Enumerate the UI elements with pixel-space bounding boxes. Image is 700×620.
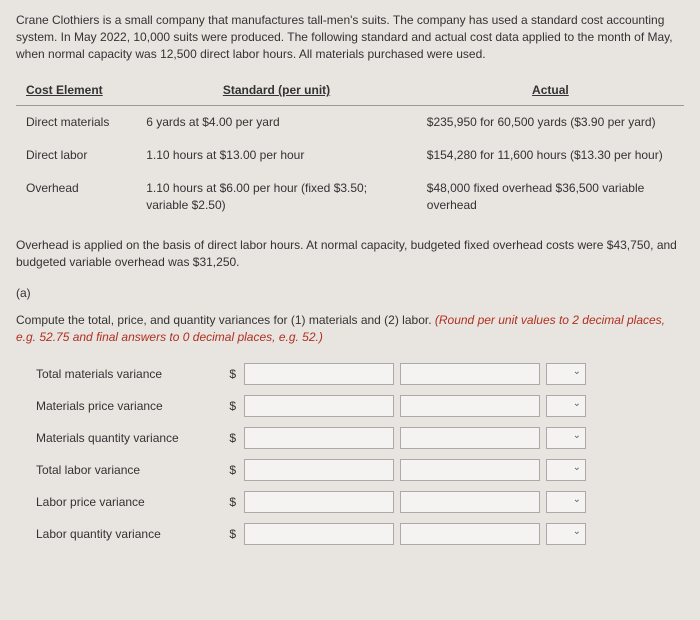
- cell-element: Overhead: [16, 172, 136, 222]
- materials-price-variance-input2[interactable]: [400, 395, 540, 417]
- variance-label: Labor price variance: [36, 494, 216, 511]
- total-materials-variance-select[interactable]: [546, 363, 586, 385]
- cell-element: Direct labor: [16, 139, 136, 172]
- table-row: Overhead 1.10 hours at $6.00 per hour (f…: [16, 172, 684, 222]
- variance-label: Total labor variance: [36, 462, 216, 479]
- materials-quantity-variance-input[interactable]: [244, 427, 394, 449]
- intro-text: Crane Clothiers is a small company that …: [16, 12, 684, 62]
- labor-quantity-variance-input2[interactable]: [400, 523, 540, 545]
- materials-price-variance-select[interactable]: [546, 395, 586, 417]
- cell-standard: 6 yards at $4.00 per yard: [136, 106, 417, 139]
- variance-label: Materials price variance: [36, 398, 216, 415]
- labor-price-variance-input[interactable]: [244, 491, 394, 513]
- cell-element: Direct materials: [16, 106, 136, 139]
- variance-label: Total materials variance: [36, 366, 216, 383]
- total-materials-variance-input2[interactable]: [400, 363, 540, 385]
- overhead-note: Overhead is applied on the basis of dire…: [16, 237, 684, 271]
- header-actual: Actual: [417, 76, 684, 105]
- variance-label: Materials quantity variance: [36, 430, 216, 447]
- total-materials-variance-input[interactable]: [244, 363, 394, 385]
- table-row: Direct labor 1.10 hours at $13.00 per ho…: [16, 139, 684, 172]
- total-labor-variance-input[interactable]: [244, 459, 394, 481]
- labor-quantity-variance-input[interactable]: [244, 523, 394, 545]
- labor-price-variance-select[interactable]: [546, 491, 586, 513]
- prompt-black: Compute the total, price, and quantity v…: [16, 313, 435, 327]
- materials-quantity-variance-select[interactable]: [546, 427, 586, 449]
- dollar-sign: $: [222, 430, 238, 447]
- cell-standard: 1.10 hours at $6.00 per hour (fixed $3.5…: [136, 172, 417, 222]
- variance-grid: Total materials variance $ Materials pri…: [16, 363, 684, 545]
- compute-prompt: Compute the total, price, and quantity v…: [16, 312, 684, 346]
- total-labor-variance-select[interactable]: [546, 459, 586, 481]
- header-cost-element: Cost Element: [16, 76, 136, 105]
- dollar-sign: $: [222, 526, 238, 543]
- cell-actual: $154,280 for 11,600 hours ($13.30 per ho…: [417, 139, 684, 172]
- cost-table: Cost Element Standard (per unit) Actual …: [16, 76, 684, 221]
- dollar-sign: $: [222, 462, 238, 479]
- total-labor-variance-input2[interactable]: [400, 459, 540, 481]
- materials-quantity-variance-input2[interactable]: [400, 427, 540, 449]
- cell-actual: $235,950 for 60,500 yards ($3.90 per yar…: [417, 106, 684, 139]
- table-row: Direct materials 6 yards at $4.00 per ya…: [16, 106, 684, 139]
- dollar-sign: $: [222, 366, 238, 383]
- dollar-sign: $: [222, 398, 238, 415]
- cell-actual: $48,000 fixed overhead $36,500 variable …: [417, 172, 684, 222]
- variance-label: Labor quantity variance: [36, 526, 216, 543]
- labor-price-variance-input2[interactable]: [400, 491, 540, 513]
- header-standard: Standard (per unit): [136, 76, 417, 105]
- cell-standard: 1.10 hours at $13.00 per hour: [136, 139, 417, 172]
- part-label: (a): [16, 285, 684, 302]
- dollar-sign: $: [222, 494, 238, 511]
- labor-quantity-variance-select[interactable]: [546, 523, 586, 545]
- materials-price-variance-input[interactable]: [244, 395, 394, 417]
